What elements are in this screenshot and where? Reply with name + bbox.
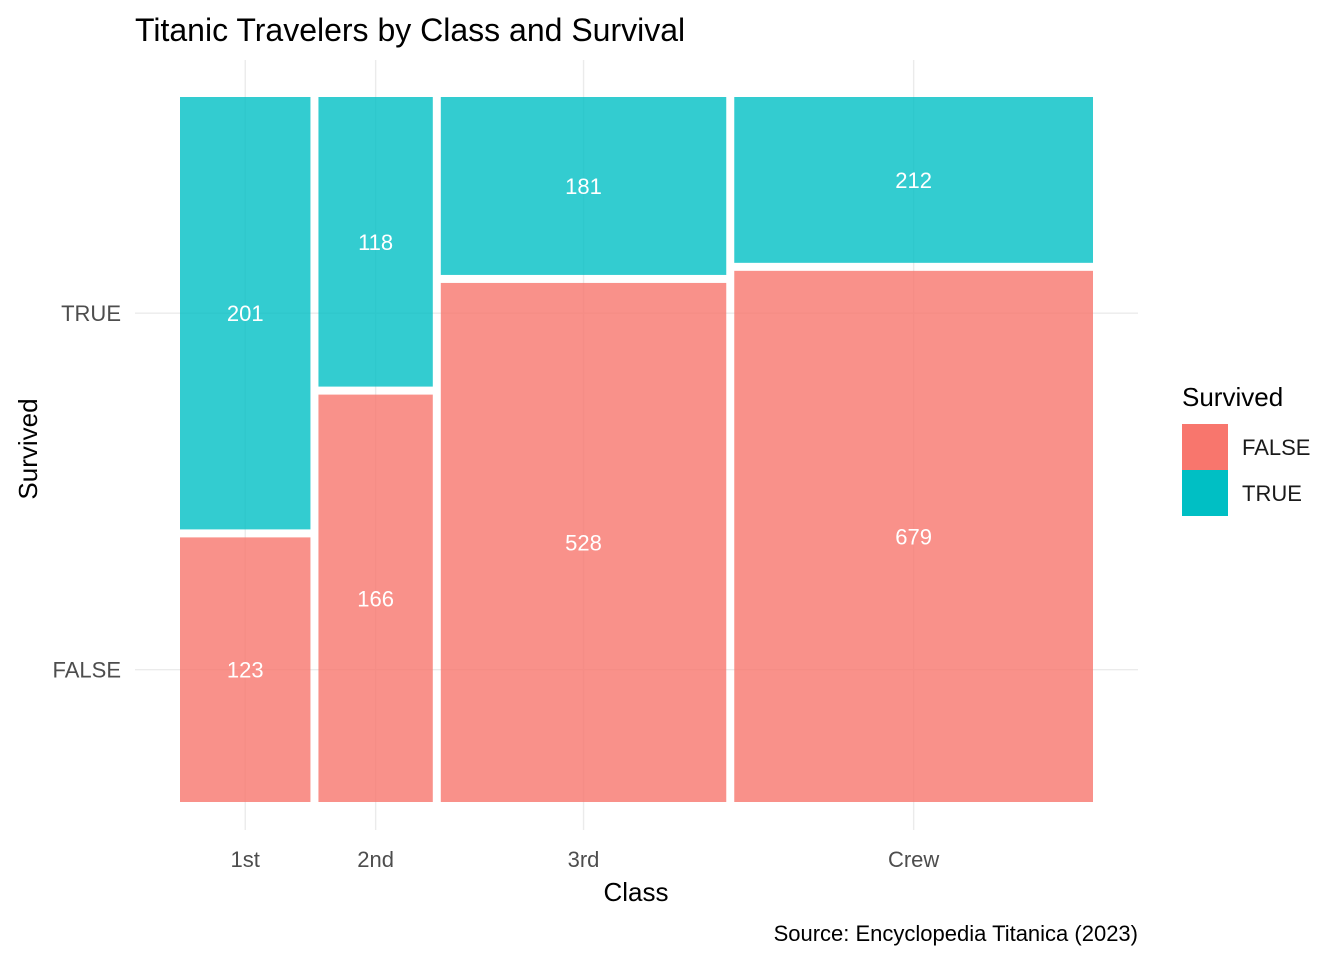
x-axis-title: Class xyxy=(603,877,668,907)
cell-label-crew-true: 212 xyxy=(895,168,932,193)
legend-key-false xyxy=(1182,424,1228,470)
x-tick-label: 1st xyxy=(231,847,260,872)
cell-1st-false xyxy=(180,537,311,802)
y-axis-title: Survived xyxy=(13,398,43,499)
y-tick-label: TRUE xyxy=(61,301,121,326)
mosaic-cells xyxy=(180,97,1093,802)
cell-label-crew-false: 679 xyxy=(895,524,932,549)
caption: Source: Encyclopedia Titanica (2023) xyxy=(774,921,1138,946)
cell-2nd-true xyxy=(318,97,433,387)
cell-label-3rd-true: 181 xyxy=(565,174,602,199)
legend-label-true: TRUE xyxy=(1242,481,1302,506)
legend-label-false: FALSE xyxy=(1242,435,1310,460)
y-tick-label: FALSE xyxy=(53,658,121,683)
x-tick-label: Crew xyxy=(888,847,939,872)
cell-label-2nd-false: 166 xyxy=(357,586,394,611)
cell-3rd-true xyxy=(440,97,727,275)
chart-title: Titanic Travelers by Class and Survival xyxy=(135,12,685,48)
cell-label-3rd-false: 528 xyxy=(565,530,602,555)
cell-1st-true xyxy=(180,97,311,530)
x-tick-label: 2nd xyxy=(357,847,394,872)
cell-label-2nd-true: 118 xyxy=(358,230,393,255)
cell-crew-false xyxy=(734,270,1093,802)
cell-2nd-false xyxy=(318,394,433,802)
cell-3rd-false xyxy=(440,282,727,802)
x-tick-label: 3rd xyxy=(568,847,600,872)
y-tick-labels: FALSE TRUE xyxy=(53,301,121,683)
legend-title: Survived xyxy=(1182,382,1283,412)
cell-labels: 201 123 118 166 181 528 212 679 xyxy=(227,168,932,683)
legend-key-true xyxy=(1182,470,1228,516)
legend: Survived FALSE TRUE xyxy=(1182,382,1310,516)
x-tick-labels: 1st 2nd 3rd Crew xyxy=(231,847,940,872)
cell-label-1st-true: 201 xyxy=(227,301,264,326)
cell-crew-true xyxy=(734,97,1093,263)
cell-label-1st-false: 123 xyxy=(227,658,264,683)
